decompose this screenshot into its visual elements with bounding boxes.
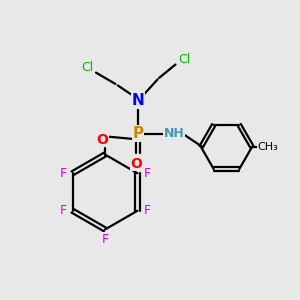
- Text: Cl: Cl: [82, 61, 94, 74]
- Text: F: F: [101, 232, 109, 246]
- Text: O: O: [130, 157, 142, 170]
- Text: O: O: [97, 133, 109, 146]
- Text: F: F: [59, 167, 67, 180]
- Text: N: N: [132, 93, 144, 108]
- Text: F: F: [143, 204, 151, 217]
- Text: F: F: [59, 204, 67, 217]
- Text: CH₃: CH₃: [257, 142, 278, 152]
- Text: F: F: [143, 167, 151, 180]
- Text: NH: NH: [164, 127, 184, 140]
- Text: P: P: [132, 126, 144, 141]
- Text: Cl: Cl: [178, 52, 190, 66]
